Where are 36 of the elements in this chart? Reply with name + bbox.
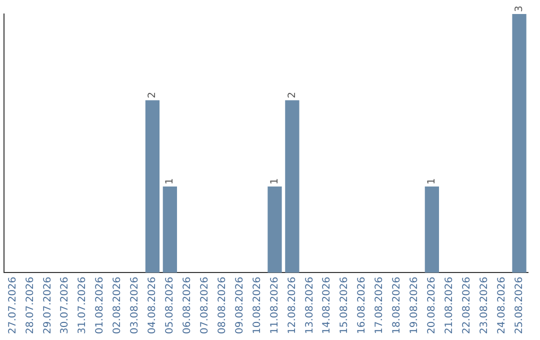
x-tick-label: 11.08.2026: [269, 276, 280, 334]
x-tick-label: 23.08.2026: [478, 276, 490, 334]
x-tick-label: 19.08.2026: [409, 276, 420, 334]
x-tick-label: 07.08.2026: [199, 276, 210, 334]
data-label: 2: [147, 92, 158, 98]
data-label: 3: [514, 6, 525, 12]
data-label: 1: [426, 178, 438, 184]
x-tick-label: 24.08.2026: [496, 276, 508, 334]
x-tick-label: 10.08.2026: [252, 276, 263, 334]
x-tick-label: 05.08.2026: [164, 276, 176, 334]
data-label: 1: [164, 178, 176, 184]
x-tick-label: 21.08.2026: [444, 276, 455, 334]
x-tick-label: 12.08.2026: [286, 276, 298, 334]
x-tick-label: 03.08.2026: [130, 276, 141, 334]
x-tick-label: 17.08.2026: [374, 276, 386, 334]
x-tick-label: 15.08.2026: [339, 276, 350, 334]
x-tick-label: 29.07.2026: [42, 276, 54, 334]
x-tick-label: 13.08.2026: [304, 276, 316, 334]
x-tick-label: 30.07.2026: [60, 276, 71, 334]
x-tick-label: 31.07.2026: [77, 276, 88, 334]
x-tick-label: 08.08.2026: [216, 276, 228, 334]
x-tick-label: 27.07.2026: [7, 276, 18, 334]
x-tick-label: 25.08.2026: [514, 276, 525, 334]
x-tick-label: 01.08.2026: [94, 276, 106, 334]
x-tick-label: 09.08.2026: [234, 276, 246, 334]
x-tick-label: 22.08.2026: [461, 276, 472, 334]
x-tick-label: 02.08.2026: [112, 276, 124, 334]
x-tick-label: 16.08.2026: [356, 276, 368, 334]
x-tick-label: 18.08.2026: [392, 276, 403, 334]
x-tick-label: 06.08.2026: [182, 276, 193, 334]
x-tick-label: 20.08.2026: [426, 276, 438, 334]
data-label: 1: [269, 178, 280, 184]
x-tick-label: 04.08.2026: [147, 276, 158, 334]
data-label: 2: [286, 92, 298, 98]
x-tick-label: 14.08.2026: [322, 276, 333, 334]
x-tick-label: 28.07.2026: [24, 276, 36, 334]
